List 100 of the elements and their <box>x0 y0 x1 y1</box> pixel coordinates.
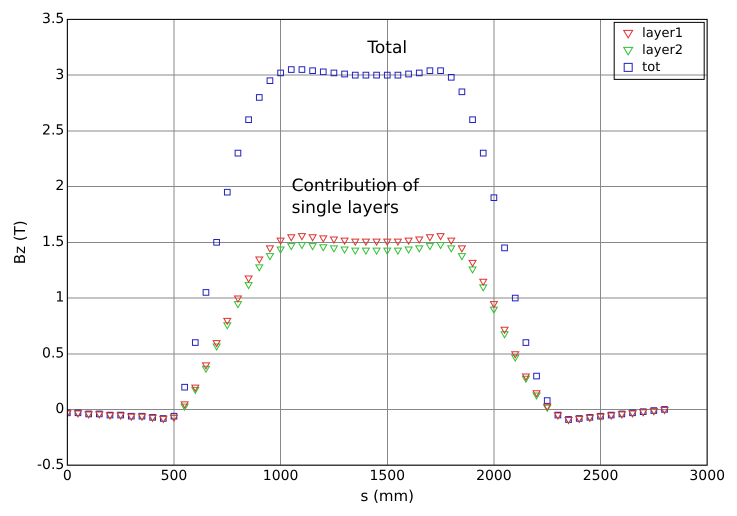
point <box>298 66 306 73</box>
point <box>416 70 423 76</box>
point <box>372 238 381 246</box>
point <box>394 248 402 255</box>
point <box>512 294 519 302</box>
point <box>362 72 370 78</box>
point <box>244 282 253 290</box>
point <box>405 70 412 78</box>
point <box>213 238 220 246</box>
point <box>372 248 381 255</box>
point <box>351 248 360 255</box>
point <box>266 245 274 252</box>
point <box>447 238 456 245</box>
x-tick-label: 2000 <box>476 468 512 484</box>
point <box>362 248 370 255</box>
point <box>490 306 498 314</box>
point <box>511 351 520 358</box>
point <box>180 401 189 408</box>
point <box>480 150 487 156</box>
point <box>319 235 328 242</box>
y-tick-label: 0.5 <box>42 345 64 362</box>
point <box>234 301 242 308</box>
x-axis-title: s (mm) <box>360 486 414 505</box>
point <box>458 88 466 96</box>
point <box>458 245 466 252</box>
point <box>309 67 316 74</box>
point <box>287 234 296 242</box>
point <box>384 72 391 78</box>
y-axis-title: Bz (T) <box>10 220 29 264</box>
point <box>394 72 402 78</box>
x-tick-label: 1000 <box>262 468 298 484</box>
point <box>437 67 444 74</box>
point <box>544 397 551 404</box>
point <box>436 242 445 250</box>
point <box>234 296 242 303</box>
point <box>404 238 413 245</box>
point <box>533 372 540 380</box>
point <box>255 256 264 264</box>
point <box>341 70 348 78</box>
point <box>500 326 509 334</box>
point <box>320 68 327 76</box>
annotation: Total <box>366 38 408 58</box>
point <box>244 275 253 282</box>
point <box>448 74 455 81</box>
x-tick-label: 500 <box>160 468 188 484</box>
legend-label: tot <box>642 60 660 75</box>
point <box>202 362 210 370</box>
y-tick-label: 3 <box>55 66 64 83</box>
point <box>436 233 445 240</box>
point <box>256 94 263 101</box>
y-tick-label: 1.5 <box>42 234 64 250</box>
point <box>415 245 424 252</box>
point <box>447 245 456 252</box>
point <box>394 238 402 246</box>
point <box>362 238 370 246</box>
point <box>352 72 359 78</box>
point <box>426 67 434 74</box>
point <box>330 70 338 76</box>
point <box>383 238 392 246</box>
point <box>373 72 380 78</box>
point <box>288 66 295 73</box>
point <box>404 246 413 254</box>
point <box>522 339 530 346</box>
x-tick-label: 1500 <box>369 468 406 484</box>
point <box>330 245 338 252</box>
y-tick-label: 0 <box>55 401 64 418</box>
point <box>340 238 349 245</box>
point <box>287 243 296 250</box>
point <box>351 238 360 246</box>
annotation: Contribution of single layers <box>292 176 420 218</box>
point <box>202 366 210 373</box>
point <box>500 331 509 338</box>
y-tick-label: 3.5 <box>42 11 64 28</box>
point <box>180 404 189 411</box>
point <box>308 243 317 250</box>
point <box>319 244 328 252</box>
point <box>490 194 498 202</box>
point <box>212 343 221 350</box>
point <box>266 253 274 260</box>
point <box>511 354 520 362</box>
point <box>212 340 221 348</box>
point <box>479 278 488 286</box>
point <box>340 246 349 254</box>
legend-label: layer2 <box>642 42 684 58</box>
point <box>298 242 306 250</box>
point <box>415 236 424 244</box>
point <box>298 233 306 240</box>
point <box>426 234 434 242</box>
y-tick-label: -0.5 <box>36 456 64 473</box>
point <box>192 339 199 346</box>
point <box>479 284 488 292</box>
point <box>223 322 232 330</box>
point <box>522 374 530 381</box>
point <box>202 289 210 296</box>
point <box>383 248 392 255</box>
point <box>234 150 242 156</box>
point <box>458 253 466 260</box>
point <box>532 390 541 398</box>
point <box>276 246 285 254</box>
point <box>224 188 231 196</box>
